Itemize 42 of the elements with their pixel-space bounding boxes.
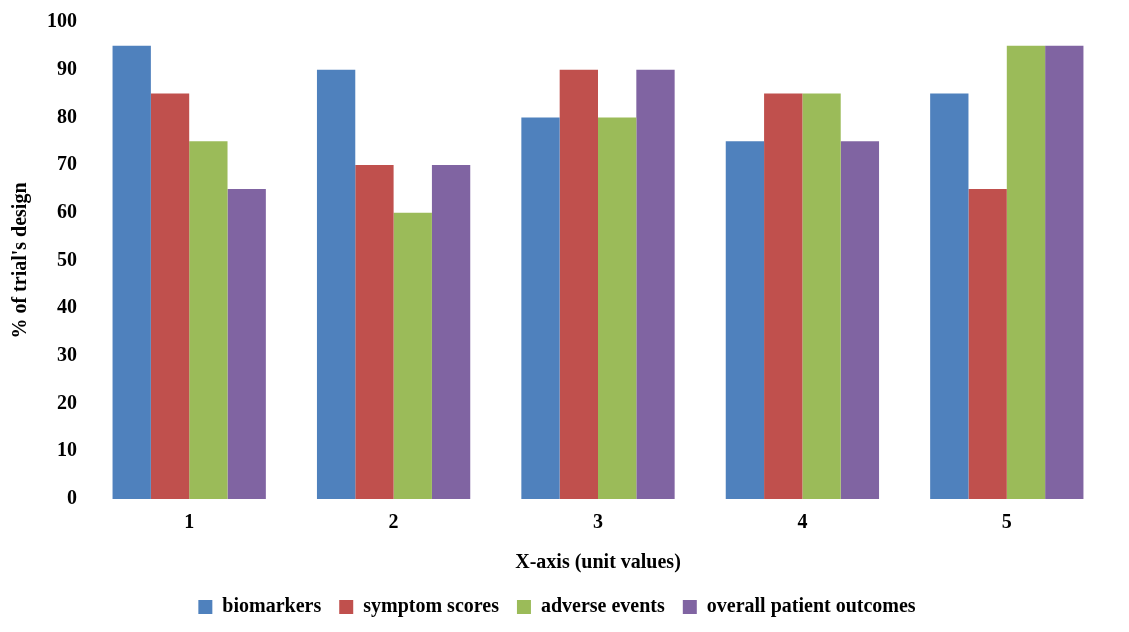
legend-label: biomarkers [222,594,322,617]
bar [431,165,471,499]
y-tick-label: 100 [47,9,77,32]
bar [393,212,432,499]
bar [636,69,675,499]
y-tick-label: 0 [67,486,77,509]
x-axis-title: X-axis (unit values) [515,550,681,574]
y-axis-title: % of trial's design [8,182,32,339]
bar [227,188,266,499]
bar [764,93,803,499]
x-tick-label: 1 [184,510,195,533]
bar [316,69,356,499]
y-tick-label: 70 [57,152,77,175]
y-tick-label: 30 [57,343,77,366]
bar [521,117,560,499]
bar [150,93,190,499]
y-tick-label: 60 [57,199,77,222]
bar [189,141,228,499]
x-tick-label: 3 [593,510,603,533]
legend-label: symptom scores [363,594,500,618]
bar [968,188,1007,499]
bar [725,141,765,499]
legend-label: overall patient outcomes [706,594,916,618]
bar [598,117,637,499]
legend-label: adverse events [540,594,666,617]
y-tick-label: 90 [57,56,77,79]
y-tick-label: 50 [57,247,77,270]
bar [355,165,394,499]
bar [1006,45,1046,499]
bar [840,141,880,499]
bar [930,93,969,499]
x-tick-label: 4 [797,510,808,533]
x-tick-label: 2 [388,510,399,533]
y-tick-label: 10 [57,438,77,461]
bar [1045,45,1084,499]
x-tick-label: 5 [1001,510,1012,533]
bar [802,93,841,499]
bar [559,69,598,499]
bar [112,45,151,499]
y-tick-label: 20 [57,390,77,413]
y-tick-label: 40 [57,295,77,318]
y-tick-label: 80 [57,104,77,127]
